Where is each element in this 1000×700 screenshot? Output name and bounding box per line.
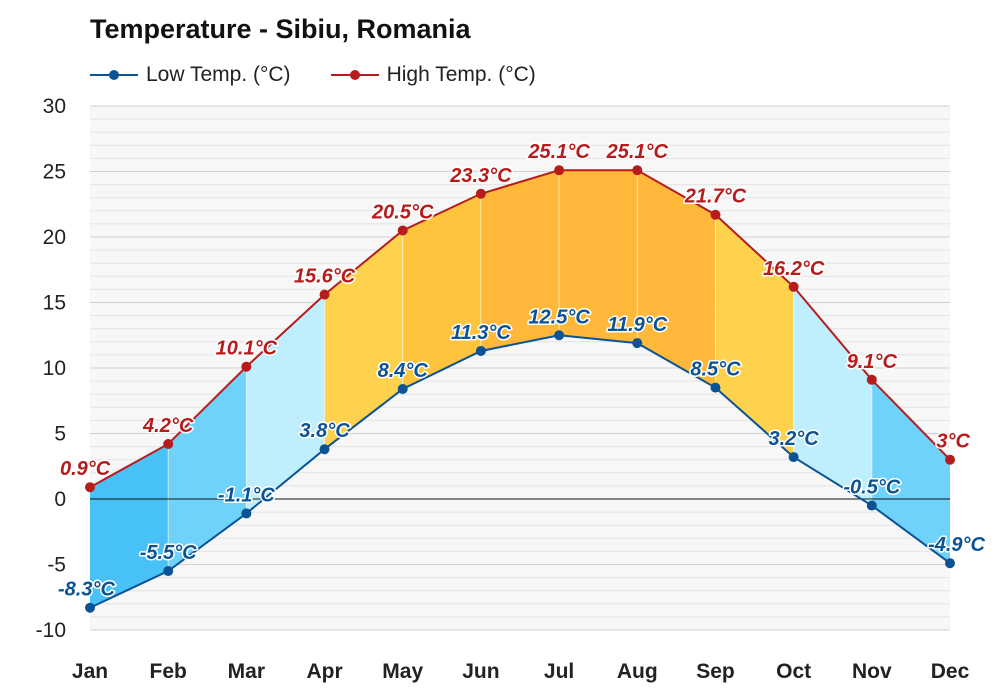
x-tick-jun: Jun [462, 660, 499, 683]
y-tick-label: -10 [36, 619, 66, 642]
high-point-jun [475, 188, 486, 199]
high-temp-line [89, 169, 951, 489]
high-label-may: 20.5°C [371, 201, 434, 223]
legend-swatch-high-icon [330, 68, 379, 82]
low-point-may [397, 383, 408, 394]
x-tick-nov: Nov [852, 660, 892, 683]
high-point-apr [319, 289, 330, 300]
low-point-sep [710, 382, 721, 393]
x-tick-jan: Jan [72, 660, 108, 683]
high-label-mar: 10.1°C [216, 338, 278, 360]
high-point-jan [85, 482, 95, 493]
x-tick-jul: Jul [544, 660, 574, 683]
band-feb [168, 366, 247, 572]
low-label-nov: -0.5°C [843, 477, 900, 499]
low-point-mar [241, 508, 252, 519]
legend-label-high: High Temp. (°C) [386, 63, 536, 86]
legend-item-low[interactable]: Low Temp. (°C) [90, 63, 291, 87]
high-label-apr: 15.6°C [294, 266, 356, 288]
band-jan [90, 443, 169, 608]
y-tick-label: 30 [43, 95, 66, 118]
low-label-dec: -4.9°C [928, 534, 985, 556]
y-tick-label: 0 [54, 488, 66, 511]
high-label-aug: 25.1°C [606, 141, 669, 163]
y-tick-label: 20 [43, 226, 66, 249]
low-label-jul: 12.5°C [528, 306, 590, 328]
x-tick-may: May [382, 660, 423, 683]
x-tick-oct: Oct [776, 660, 811, 683]
x-tick-apr: Apr [306, 660, 342, 683]
x-tick-aug: Aug [617, 660, 658, 683]
y-tick-label: 25 [43, 161, 66, 184]
high-label-jan: 0.9°C [60, 458, 111, 480]
high-point-feb [163, 438, 174, 449]
low-label-oct: 3.2°C [769, 428, 820, 450]
y-tick-label: 15 [43, 292, 66, 315]
y-tick-label: -5 [47, 554, 66, 577]
high-label-feb: 4.2°C [142, 415, 194, 437]
band-jul [559, 170, 638, 344]
band-nov [871, 379, 950, 564]
chart-title: Temperature - Sibiu, Romania [90, 14, 471, 44]
legend-label-low: Low Temp. (°C) [146, 63, 291, 86]
high-label-dec: 3°C [936, 431, 970, 453]
high-label-sep: 21.7°C [684, 186, 747, 208]
x-tick-mar: Mar [228, 660, 265, 683]
low-point-jul [554, 330, 565, 341]
band-oct [793, 286, 872, 506]
low-label-aug: 11.9°C [607, 314, 667, 336]
high-label-oct: 16.2°C [763, 258, 825, 280]
band-sep [715, 214, 794, 458]
high-point-nov [866, 374, 877, 385]
low-label-may: 8.4°C [378, 360, 429, 382]
band-apr [324, 230, 403, 450]
low-point-feb [163, 566, 174, 577]
x-tick-feb: Feb [150, 660, 187, 683]
high-point-may [397, 225, 408, 236]
high-point-jul [554, 165, 565, 176]
high-point-oct [788, 281, 799, 292]
legend-swatch-low-icon [90, 68, 138, 82]
low-label-jun: 11.3°C [451, 322, 511, 344]
x-tick-dec: Dec [931, 660, 970, 683]
low-label-sep: 8.5°C [690, 359, 741, 381]
low-label-jan: -8.3°C [58, 579, 115, 601]
low-point-jan [85, 602, 95, 613]
high-label-nov: 9.1°C [847, 351, 898, 373]
low-label-mar: -1.1°C [218, 484, 275, 506]
low-point-oct [788, 452, 799, 463]
low-temp-line [89, 334, 951, 609]
low-label-apr: 3.8°C [299, 420, 350, 442]
low-point-aug [632, 338, 643, 349]
high-point-dec [945, 454, 955, 465]
high-label-jun: 23.3°C [449, 165, 512, 187]
band-jun [480, 170, 560, 351]
high-point-aug [632, 165, 643, 176]
low-point-apr [319, 444, 330, 455]
high-point-mar [241, 361, 252, 372]
low-point-nov [866, 500, 877, 511]
high-point-sep [710, 209, 721, 220]
low-point-dec [945, 558, 955, 569]
low-point-jun [475, 345, 486, 356]
high-label-jul: 25.1°C [527, 141, 590, 163]
band-aug [637, 170, 716, 388]
y-tick-label: 5 [54, 423, 66, 446]
x-tick-sep: Sep [696, 660, 735, 683]
legend-item-high[interactable]: High Temp. (°C) [330, 63, 536, 87]
band-may [402, 193, 481, 389]
legend: Low Temp. (°C) High Temp. (°C) [90, 60, 536, 90]
y-tick-label: 10 [43, 357, 66, 380]
low-label-feb: -5.5°C [140, 542, 197, 564]
